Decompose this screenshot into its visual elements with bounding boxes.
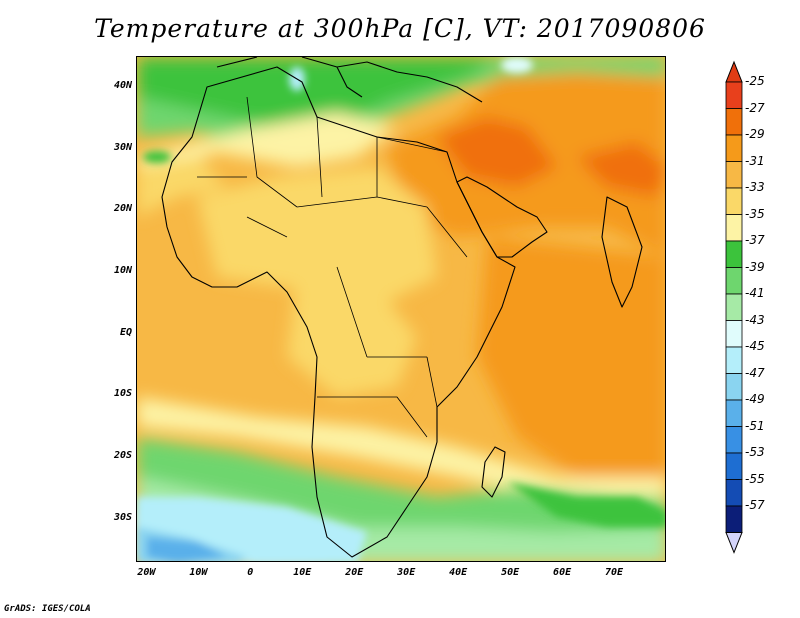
- colorbar-segment: [725, 108, 743, 136]
- colorbar-segment: [725, 293, 743, 321]
- lat-label: 40N: [113, 79, 132, 91]
- country-borders: [197, 96, 468, 438]
- lon-label: 10E: [293, 567, 312, 578]
- colorbar-segment: [725, 505, 743, 533]
- colorbar-segment: [725, 452, 743, 480]
- temperature-map: [136, 56, 666, 562]
- colorbar-label: -31: [745, 153, 765, 168]
- lat-label: 20N: [113, 203, 132, 215]
- colorbar-label: -57: [745, 498, 765, 512]
- colorbar-label: -43: [745, 312, 765, 327]
- colorbar-segment: [725, 187, 743, 215]
- colorbar-bottom-cap: [725, 532, 743, 554]
- lat-label: 20S: [113, 450, 132, 462]
- lat-label: 10N: [113, 264, 132, 276]
- colorbar-label: -51: [745, 418, 765, 433]
- madagascar-coastline: [481, 446, 506, 498]
- colorbar-top-cap: [725, 60, 743, 83]
- coastlines: [161, 57, 643, 558]
- lon-label: 20W: [137, 567, 156, 578]
- colorbar-label: -53: [745, 445, 765, 459]
- lat-label: 10S: [113, 388, 132, 400]
- lat-label: 30S: [113, 511, 132, 523]
- credit-text: GrADS: IGES/COLA: [4, 604, 91, 614]
- colorbar-segment: [725, 399, 743, 427]
- colorbar-segment: [725, 134, 743, 162]
- colorbar-segment: [725, 81, 743, 109]
- lon-label: 60E: [553, 567, 572, 578]
- colorbar-label: -39: [745, 259, 765, 274]
- africa-coastline: [161, 66, 516, 558]
- colorbar-segment: [725, 161, 743, 189]
- lon-label: 10W: [189, 567, 208, 578]
- colorbar-label: -47: [745, 365, 765, 380]
- colorbar-segment: [725, 240, 743, 268]
- arabia-coastline: [456, 176, 548, 258]
- colorbar: [725, 60, 743, 554]
- colorbar-segment: [725, 267, 743, 295]
- colorbar-label: -33: [745, 180, 765, 194]
- lon-label: 20E: [345, 567, 364, 578]
- europe-coastline: [216, 57, 483, 103]
- colorbar-label: -41: [745, 286, 765, 300]
- india-coastline: [601, 196, 643, 308]
- colorbar-label: -27: [745, 100, 765, 115]
- lon-label: 70E: [605, 567, 624, 578]
- colorbar-segment: [725, 426, 743, 454]
- lon-label: 50E: [501, 567, 520, 578]
- map-canvas: [137, 57, 665, 561]
- colorbar-segment: [725, 479, 743, 507]
- lon-label: 30E: [397, 567, 416, 578]
- lat-label: EQ: [119, 326, 132, 338]
- colorbar-label: -45: [745, 339, 765, 353]
- lon-label: 40E: [449, 567, 468, 578]
- map-title: Temperature at 300hPa [C], VT: 201709080…: [94, 14, 706, 43]
- colorbar-segment: [725, 320, 743, 348]
- colorbar-label: -35: [745, 206, 765, 221]
- colorbar-segment: [725, 373, 743, 401]
- colorbar-segment: [725, 346, 743, 374]
- colorbar-label: -55: [745, 471, 765, 486]
- temperature-field: [137, 57, 665, 561]
- colorbar-segment: [725, 214, 743, 242]
- colorbar-label: -25: [745, 74, 765, 88]
- colorbar-label: -49: [745, 392, 765, 406]
- colorbar-label: -37: [745, 233, 765, 247]
- lat-label: 30N: [113, 141, 132, 153]
- lon-label: 0: [247, 567, 254, 578]
- colorbar-label: -29: [745, 127, 765, 141]
